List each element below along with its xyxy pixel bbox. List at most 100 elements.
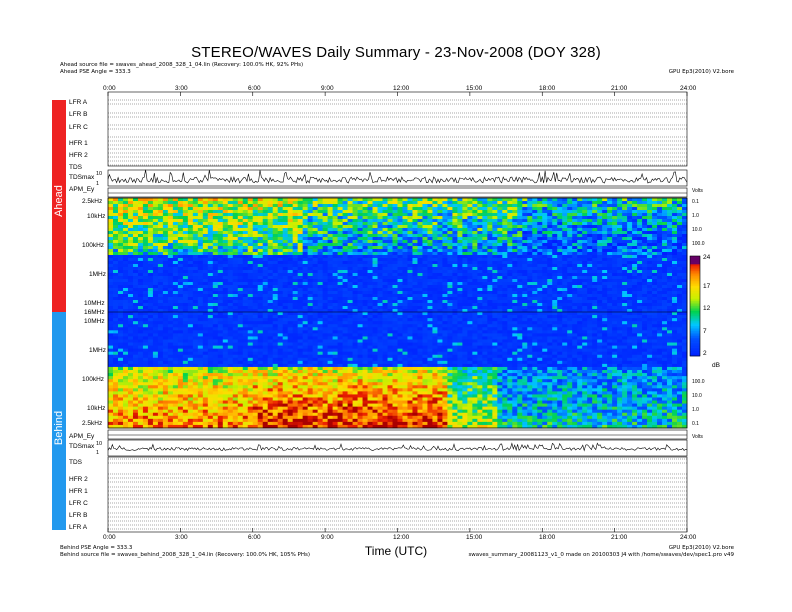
ahead-spec-cell xyxy=(667,261,673,265)
ahead-spec-cell xyxy=(502,303,508,307)
ahead-spec-cell xyxy=(372,309,378,313)
ahead-spec-cell xyxy=(487,255,493,259)
ahead-spec-cell xyxy=(602,216,608,220)
ahead-spec-cell xyxy=(282,249,289,253)
ahead-spec-cell xyxy=(207,198,214,202)
ahead-spec-cell xyxy=(227,204,234,208)
behind-spec-cell xyxy=(177,366,184,371)
ahead-spec-cell xyxy=(227,228,234,232)
ahead-spec-cell xyxy=(182,240,189,244)
ahead-spec-cell xyxy=(382,303,388,307)
ahead-spec-cell xyxy=(347,210,353,214)
ahead-spec-cell xyxy=(132,267,139,271)
ahead-spec-cell xyxy=(407,294,413,298)
ahead-spec-cell xyxy=(317,243,324,247)
behind-spec-cell xyxy=(172,342,179,346)
ahead-spec-cell xyxy=(262,258,269,262)
ahead-spec-cell xyxy=(597,273,603,277)
ahead-spec-cell xyxy=(467,246,473,250)
ahead-spec-cell xyxy=(632,261,638,265)
ahead-spec-cell xyxy=(352,258,358,262)
ahead-spec-cell xyxy=(277,261,284,265)
ahead-spec-cell xyxy=(482,285,488,289)
ahead-spectrogram xyxy=(108,198,688,313)
ahead-spec-cell xyxy=(262,210,269,214)
ahead-spec-cell xyxy=(112,216,119,220)
ahead-spec-cell xyxy=(372,207,378,211)
ahead-spec-cell xyxy=(527,231,533,235)
ahead-spec-cell xyxy=(342,258,348,262)
ahead-spec-cell xyxy=(257,306,264,310)
ahead-spec-cell xyxy=(602,261,608,265)
ahead-spec-cell xyxy=(252,300,259,304)
ahead-spec-cell xyxy=(277,285,284,289)
behind-spec-cell xyxy=(147,327,154,331)
behind-spec-cell xyxy=(137,373,144,377)
ahead-spec-cell xyxy=(547,243,553,247)
ahead-spec-cell xyxy=(257,228,264,232)
ahead-spec-cell xyxy=(467,240,473,244)
ahead-spec-cell xyxy=(417,243,423,247)
behind-spec-cell xyxy=(117,339,124,343)
ahead-spec-cell xyxy=(252,297,259,301)
ahead-spec-cell xyxy=(462,222,468,226)
ahead-spec-cell xyxy=(602,228,608,232)
ahead-spec-cell xyxy=(492,279,498,283)
behind-spec-cell xyxy=(127,324,134,328)
ahead-spec-cell xyxy=(367,261,373,265)
ahead-spec-cell xyxy=(502,204,508,208)
behind-spec-cell xyxy=(137,321,144,325)
ahead-spec-cell xyxy=(507,246,513,250)
ahead-spec-cell xyxy=(547,222,553,226)
ahead-spec-cell xyxy=(392,273,398,277)
ahead-spec-cell xyxy=(382,246,388,250)
ahead-spec-cell xyxy=(392,267,398,271)
behind-spec-cell xyxy=(182,366,189,371)
ahead-spec-cell xyxy=(457,279,463,283)
ahead-spec-cell xyxy=(667,300,673,304)
ahead-spec-cell xyxy=(342,219,348,223)
behind-spec-cell xyxy=(177,385,184,389)
ahead-spec-cell xyxy=(652,237,658,241)
ahead-spec-cell xyxy=(377,198,383,202)
ahead-spec-cell xyxy=(332,258,338,262)
ahead-spec-cell xyxy=(457,273,463,277)
ahead-spec-cell xyxy=(382,309,388,313)
ahead-spec-cell xyxy=(507,282,513,286)
ahead-spec-cell xyxy=(247,291,254,295)
ahead-spec-cell xyxy=(577,267,583,271)
ahead-spec-cell xyxy=(272,198,279,202)
ahead-spec-cell xyxy=(227,216,234,220)
ahead-spec-cell xyxy=(477,207,483,211)
ahead-spec-cell xyxy=(612,270,618,274)
ahead-spec-cell xyxy=(222,198,229,202)
ahead-spec-cell xyxy=(362,288,368,292)
ahead-spec-cell xyxy=(547,231,553,235)
ahead-spec-cell xyxy=(582,309,588,313)
ahead-spec-cell xyxy=(152,288,159,292)
ahead-spec-cell xyxy=(467,279,473,283)
ahead-spec-cell xyxy=(572,225,578,229)
ahead-spec-cell xyxy=(172,204,179,208)
ahead-spec-cell xyxy=(162,282,169,286)
ahead-spec-cell xyxy=(302,309,309,313)
ahead-spec-cell xyxy=(682,303,688,307)
behind-spec-cell xyxy=(152,330,159,334)
behind-spec-cell xyxy=(152,318,159,322)
ahead-spec-cell xyxy=(467,282,473,286)
ahead-spec-cell xyxy=(592,261,598,265)
behind-spec-cell xyxy=(122,394,129,398)
behind-spec-cell xyxy=(147,339,154,343)
ahead-spec-cell xyxy=(492,285,498,289)
ahead-spec-cell xyxy=(407,309,413,313)
behind-spec-cell xyxy=(127,327,134,331)
ahead-spec-cell xyxy=(392,231,398,235)
ahead-spec-cell xyxy=(267,291,274,295)
ahead-spec-cell xyxy=(227,258,234,262)
ahead-spec-cell xyxy=(562,285,568,289)
behind-spec-cell xyxy=(108,324,114,328)
ahead-spec-cell xyxy=(552,309,558,313)
ahead-spec-cell xyxy=(382,225,388,229)
ahead-spec-cell xyxy=(432,291,438,295)
ahead-spec-cell xyxy=(252,216,259,220)
